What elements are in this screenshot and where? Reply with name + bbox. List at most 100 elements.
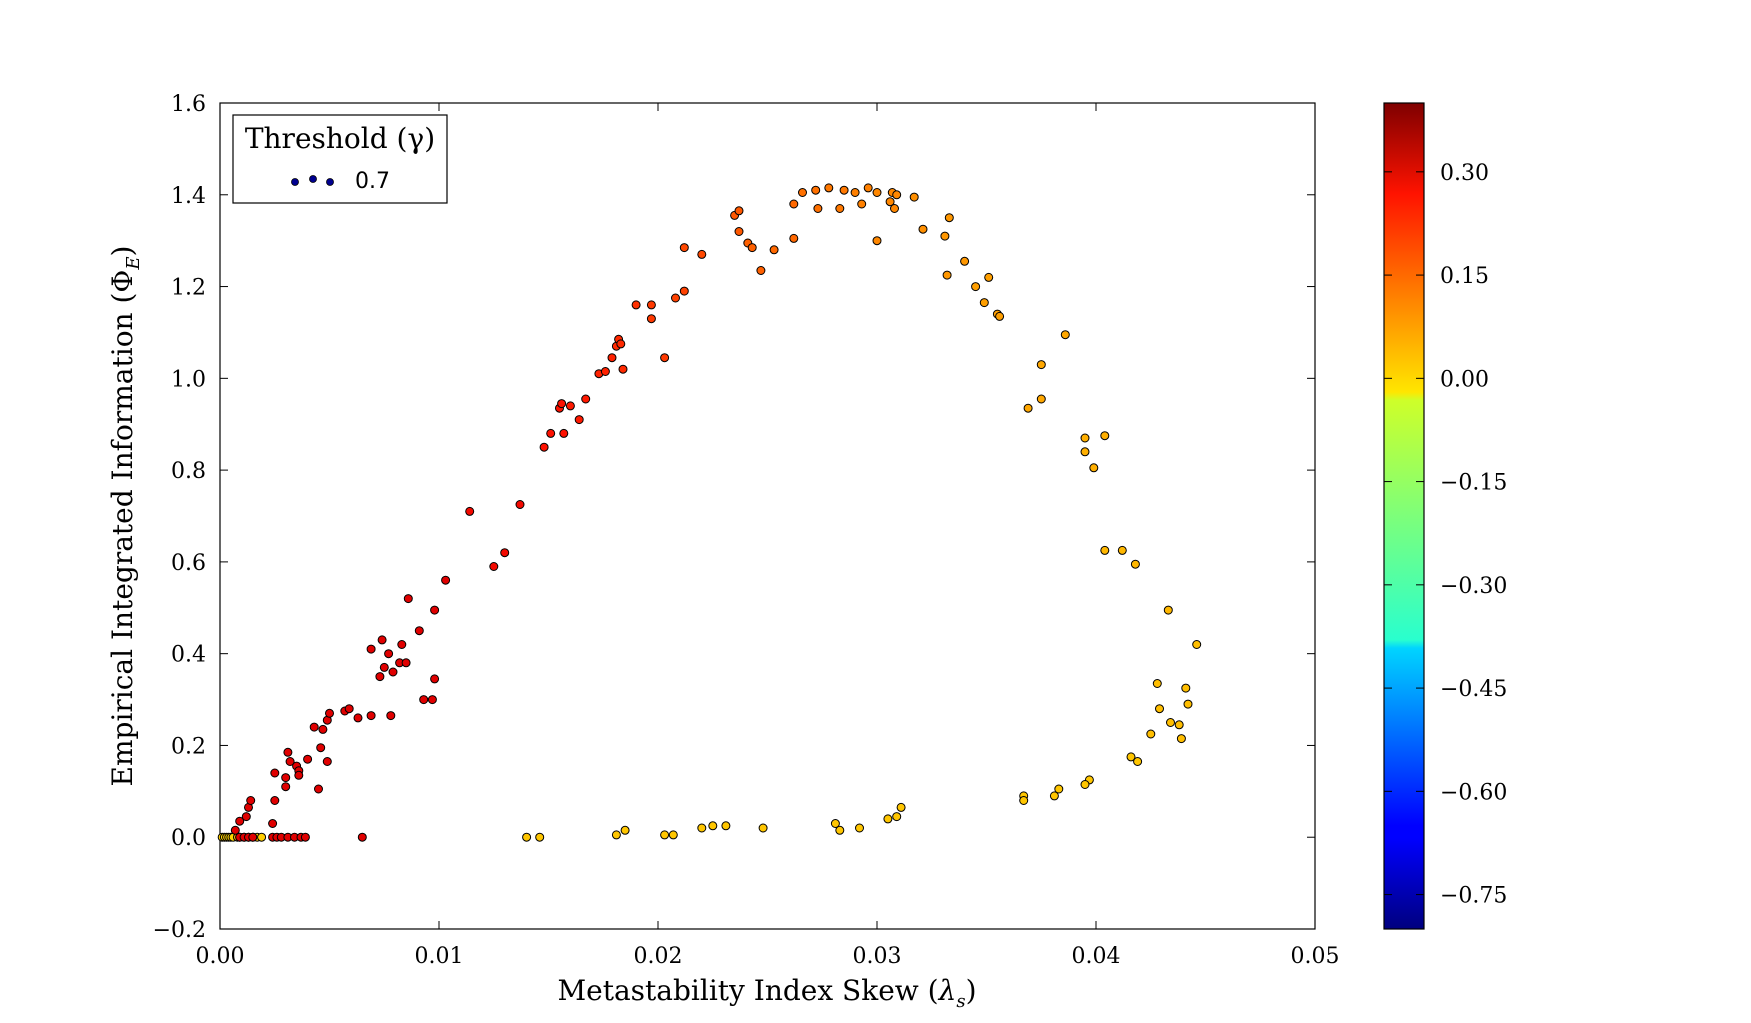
- data-point: [1133, 757, 1143, 766]
- data-point: [697, 249, 707, 259]
- colorbar-tick-label: −0.60: [1440, 780, 1507, 805]
- data-point: [465, 506, 475, 516]
- data-point: [386, 711, 396, 721]
- data-point: [285, 757, 295, 766]
- data-point: [366, 644, 376, 654]
- data-point: [611, 830, 621, 840]
- data-point: [1152, 679, 1162, 688]
- data-point: [270, 768, 280, 778]
- data-point: [1183, 699, 1193, 709]
- data-point: [366, 711, 376, 721]
- data-point: [419, 695, 429, 705]
- colorbar-ticks: 0.30 0.15 0.00 −0.15 −0.30 −0.45 −0.60 −0.75: [1384, 161, 1507, 909]
- data-point: [839, 185, 849, 195]
- data-point: [1036, 394, 1046, 404]
- data-point: [559, 428, 569, 438]
- y-tick-label: 0.2: [171, 734, 206, 759]
- data-point: [270, 796, 280, 805]
- data-point: [835, 204, 845, 213]
- data-point: [679, 243, 689, 253]
- data-point: [789, 199, 799, 209]
- data-point: [414, 626, 424, 636]
- data-point: [384, 649, 394, 659]
- data-point: [1060, 330, 1070, 340]
- y-tick-label: 1.2: [171, 276, 206, 301]
- data-point: [1036, 360, 1046, 370]
- data-point: [535, 832, 545, 842]
- data-point: [616, 339, 626, 349]
- y-tick-label: 0.4: [171, 643, 206, 668]
- data-point: [489, 562, 499, 571]
- data-point: [1146, 729, 1156, 739]
- data-point: [909, 192, 919, 202]
- legend-marker: [326, 178, 334, 186]
- data-point: [813, 204, 823, 213]
- data-point: [401, 658, 411, 668]
- y-tick-label: 1.0: [171, 367, 206, 392]
- x-tick-label: 0.03: [853, 944, 902, 969]
- data-point: [620, 825, 630, 835]
- data-point: [357, 832, 367, 842]
- data-point: [300, 832, 310, 842]
- data-point: [758, 823, 768, 833]
- data-point: [522, 832, 532, 842]
- data-point: [281, 773, 291, 783]
- data-point: [377, 635, 387, 645]
- data-point: [303, 754, 313, 764]
- y-tick-label: 1.6: [171, 92, 206, 117]
- data-point: [325, 708, 334, 718]
- data-point: [1100, 545, 1110, 555]
- data-point: [734, 206, 744, 216]
- data-point: [1080, 447, 1090, 457]
- y-tick-label: −0.2: [153, 918, 206, 943]
- data-point: [1023, 403, 1033, 413]
- data-point: [769, 245, 779, 255]
- x-tick-label: 0.02: [634, 944, 683, 969]
- data-point: [1100, 431, 1110, 441]
- plot-area: [219, 102, 1316, 930]
- colorbar: 0.30 0.15 0.00 −0.15 −0.30 −0.45 −0.60 −0.75: [1383, 102, 1507, 930]
- colorbar-tick-label: 0.00: [1440, 367, 1489, 392]
- data-point: [830, 819, 840, 828]
- legend-title: Threshold (γ): [245, 122, 435, 155]
- data-point: [708, 821, 718, 831]
- data-point: [872, 188, 882, 197]
- data-point: [1163, 605, 1173, 615]
- data-point: [1174, 720, 1184, 730]
- data-point: [314, 784, 323, 794]
- data-point: [268, 819, 278, 828]
- data-point: [600, 367, 610, 376]
- data-point: [1054, 784, 1064, 794]
- data-point: [618, 364, 628, 374]
- x-tick-label: 0.00: [196, 944, 245, 969]
- data-point: [747, 243, 757, 253]
- y-tick-label: 0.8: [171, 459, 206, 484]
- data-point: [1166, 718, 1175, 727]
- data-point: [850, 188, 860, 197]
- data-point: [1080, 433, 1090, 443]
- data-point: [960, 256, 970, 266]
- data-point: [500, 548, 510, 558]
- data-point: [944, 213, 954, 223]
- data-point: [872, 236, 882, 246]
- data-point: [581, 394, 591, 404]
- y-axis: −0.2 0.0 0.2 0.4 0.6 0.8 1.0 1.2 1.4 1.6: [153, 92, 1315, 943]
- data-point: [857, 199, 867, 209]
- data-point: [1117, 545, 1127, 555]
- data-point: [353, 713, 363, 723]
- data-point: [565, 401, 575, 411]
- data-point: [322, 757, 332, 766]
- data-point: [1019, 796, 1029, 805]
- data-point: [281, 782, 291, 792]
- legend-box: [232, 114, 448, 204]
- legend-label: 0.7: [355, 169, 390, 194]
- data-point: [403, 594, 413, 604]
- data-point: [441, 575, 451, 585]
- x-axis-title: Metastability Index Skew (λs): [558, 974, 977, 1012]
- data-point: [235, 816, 245, 826]
- x-axis: 0.00 0.01 0.02 0.03 0.04 0.05: [196, 103, 1339, 969]
- data-point: [427, 695, 437, 705]
- data-point: [798, 188, 807, 197]
- data-point: [721, 821, 731, 831]
